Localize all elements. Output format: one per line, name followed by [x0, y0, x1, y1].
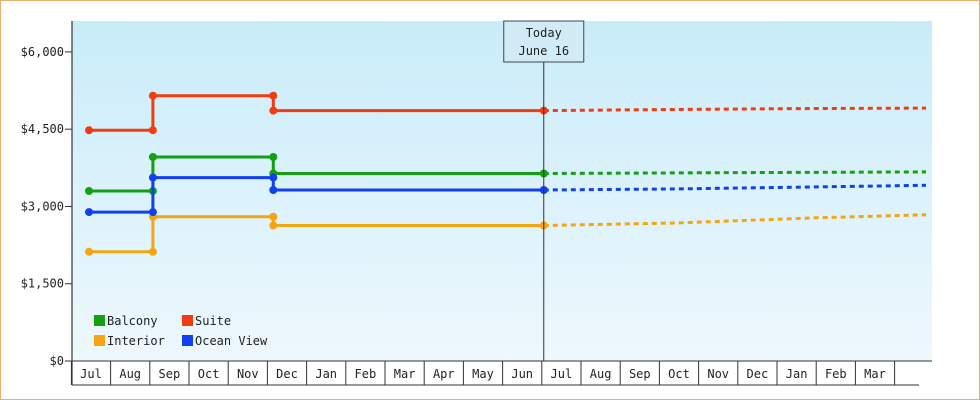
y-tick-label: $6,000 [21, 45, 64, 59]
data-point [148, 247, 157, 256]
data-point [85, 208, 93, 217]
data-point [269, 212, 278, 221]
y-tick-label: $1,500 [21, 277, 64, 291]
x-tick-label: Feb [825, 367, 847, 381]
today-label: Today [526, 26, 562, 40]
projection-line-interior [543, 213, 927, 227]
data-point [148, 173, 157, 182]
data-point [85, 126, 93, 135]
today-date-label: June 16 [518, 44, 569, 58]
series-balcony [85, 153, 927, 195]
data-point [85, 187, 93, 195]
x-tick-label: Sep [629, 367, 651, 381]
x-tick-label: Apr [433, 367, 455, 381]
y-tick-label: $3,000 [21, 199, 64, 213]
x-tick-label: Nov [707, 367, 729, 381]
series-line-interior [89, 215, 544, 254]
series-suite [85, 91, 927, 135]
series-line-suite [89, 94, 544, 132]
x-tick-label: Jan [786, 367, 808, 381]
x-tick-label: Dec [276, 367, 298, 381]
data-point [269, 186, 278, 194]
legend-label-ocean-view: Ocean View [195, 334, 268, 348]
x-tick-label: Nov [237, 367, 259, 381]
today-marker-box [503, 20, 585, 63]
x-tick-label: Oct [668, 367, 690, 381]
projection-line-suite [543, 106, 927, 113]
x-tick-label: Jun [511, 367, 533, 381]
data-point [148, 126, 157, 135]
x-tick-label: Mar [864, 367, 886, 381]
data-point [148, 91, 157, 100]
legend-label-suite: Suite [195, 314, 231, 328]
data-point [269, 91, 278, 100]
data-point [269, 221, 278, 230]
data-point [269, 153, 278, 161]
x-tick-label: Jan [315, 367, 337, 381]
legend-label-balcony: Balcony [107, 314, 158, 328]
data-point [269, 106, 278, 115]
x-tick-label: May [472, 367, 494, 381]
legend-swatch-suite [182, 315, 193, 326]
legend-swatch-balcony [94, 315, 105, 326]
x-tick-label: Feb [355, 367, 377, 381]
data-point [85, 247, 93, 256]
x-tick-label: Aug [590, 367, 612, 381]
y-tick-label: $4,500 [21, 122, 64, 136]
projection-line-ocean-view [543, 183, 927, 192]
x-tick-label: Sep [159, 367, 181, 381]
series-ocean-view [85, 173, 927, 217]
series-line-balcony [89, 155, 544, 193]
data-point [148, 153, 157, 161]
series-line-ocean-view [89, 176, 544, 214]
legend-label-interior: Interior [107, 334, 165, 348]
x-tick-label: Jul [551, 367, 573, 381]
data-point [269, 173, 278, 182]
x-tick-label: Aug [119, 367, 141, 381]
x-tick-label: Oct [198, 367, 220, 381]
series-interior [85, 212, 927, 256]
x-tick-label: Dec [747, 367, 769, 381]
legend-swatch-interior [94, 335, 105, 346]
projection-line-balcony [543, 170, 927, 175]
legend-swatch-ocean-view [182, 335, 193, 346]
x-tick-label: Mar [394, 367, 416, 381]
y-tick-label: $0 [50, 354, 64, 368]
data-point [148, 208, 157, 217]
x-tick-label: Jul [80, 367, 102, 381]
